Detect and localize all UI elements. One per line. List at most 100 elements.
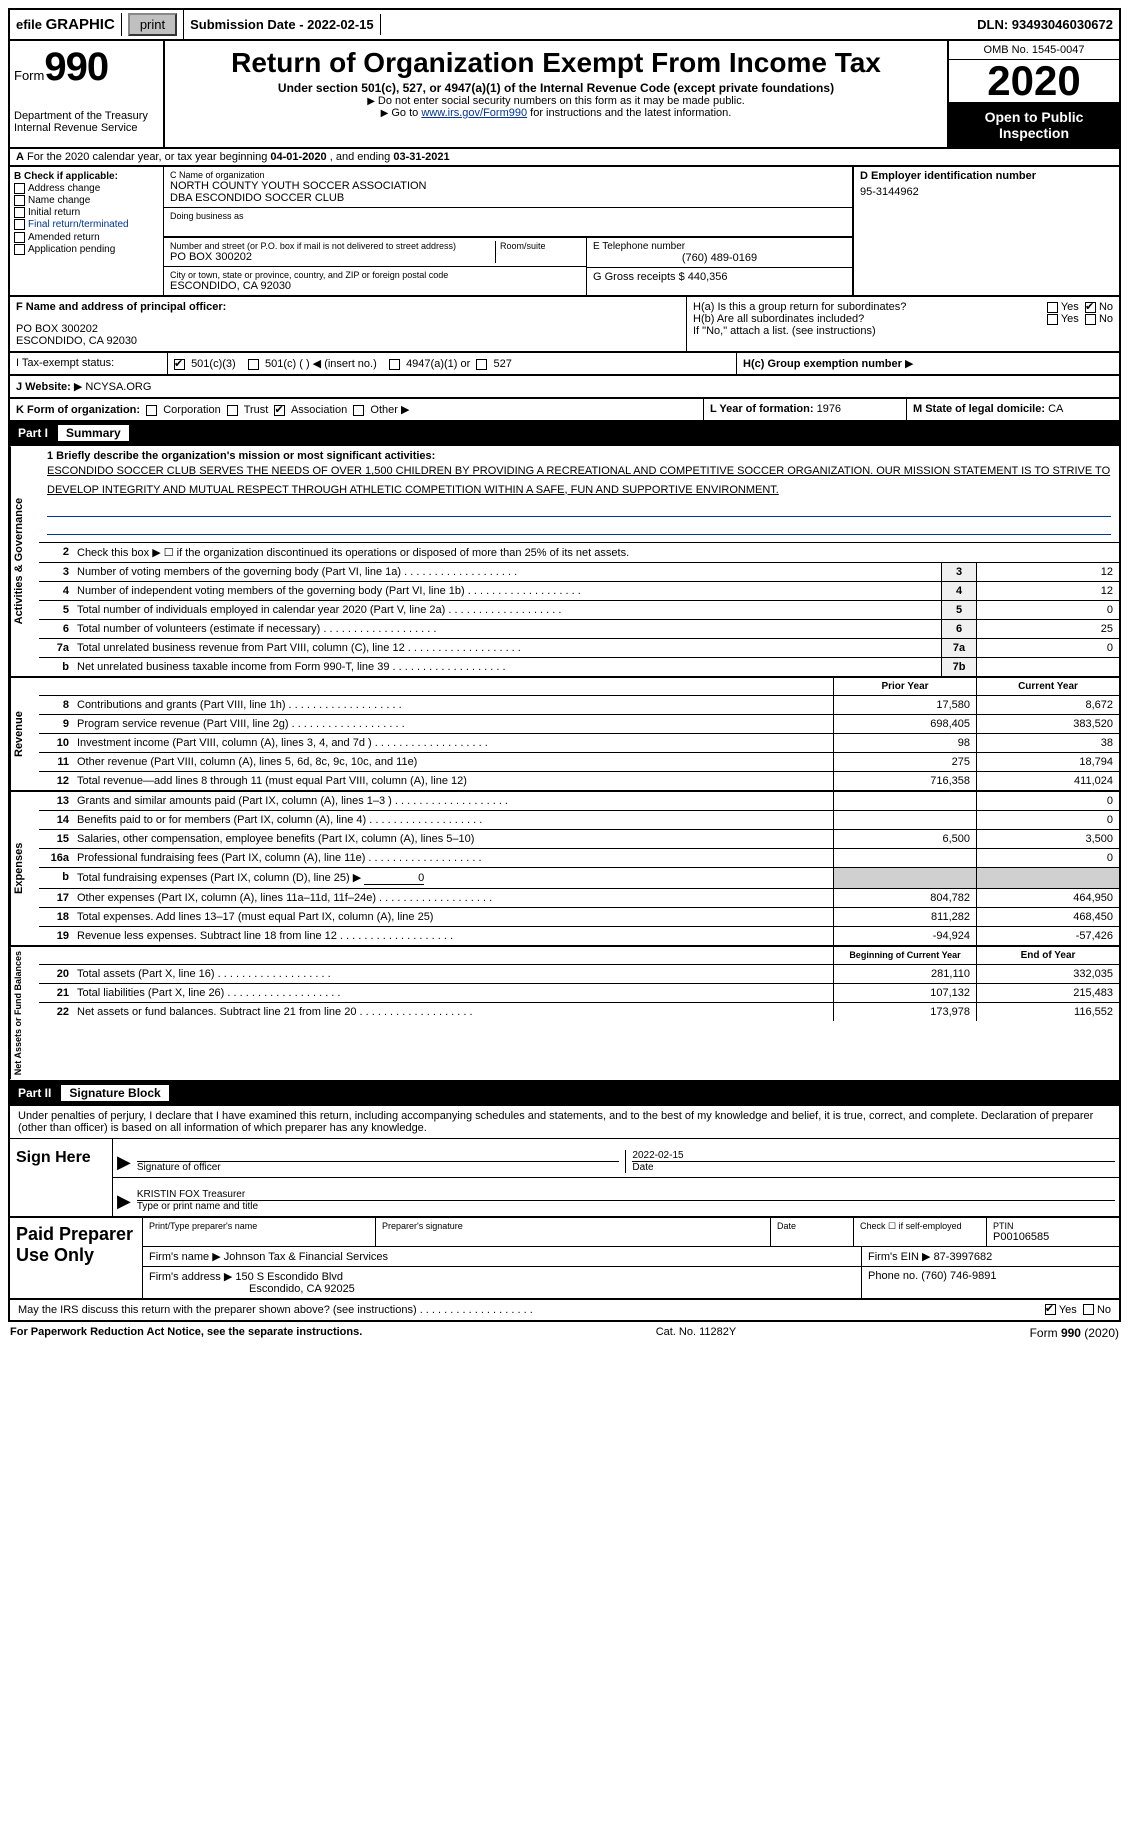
- irs-link[interactable]: www.irs.gov/Form990: [421, 107, 527, 119]
- l8-prior: 17,580: [833, 696, 976, 714]
- k-assoc: Association: [291, 404, 347, 416]
- ha-no: No: [1099, 301, 1113, 313]
- sig-right: ▶ Signature of officer 2022-02-15 Date ▶…: [113, 1139, 1119, 1216]
- may-no-cb[interactable]: [1083, 1304, 1094, 1315]
- l17-desc: Other expenses (Part IX, column (A), lin…: [73, 889, 833, 907]
- top-bar: efile GRAPHIC print Submission Date - 20…: [8, 8, 1121, 41]
- form-word: Form: [14, 68, 44, 83]
- ein-cell: D Employer identification number 95-3144…: [854, 167, 1119, 201]
- cb-addr-label: Address change: [28, 183, 100, 194]
- l9-desc: Program service revenue (Part VIII, line…: [73, 715, 833, 733]
- may-yes: Yes: [1059, 1304, 1077, 1316]
- l18-prior: 811,282: [833, 908, 976, 926]
- addr-right: E Telephone number (760) 489-0169 G Gros…: [587, 238, 852, 295]
- line-16b: b Total fundraising expenses (Part IX, c…: [39, 868, 1119, 889]
- may-yes-cb[interactable]: [1045, 1304, 1056, 1315]
- line-11: 11Other revenue (Part VIII, column (A), …: [39, 753, 1119, 772]
- h-cell: H(a) Is this a group return for subordin…: [687, 297, 1119, 351]
- cb-corp[interactable]: [146, 405, 157, 416]
- ein-label: D Employer identification number: [860, 170, 1036, 182]
- l15-curr: 3,500: [976, 830, 1119, 848]
- line7b-desc: Net unrelated business taxable income fr…: [73, 658, 941, 676]
- cb-527[interactable]: [476, 359, 487, 370]
- form-990-num: 990: [44, 45, 108, 89]
- l13-desc: Grants and similar amounts paid (Part IX…: [73, 792, 833, 810]
- line-22: 22Net assets or fund balances. Subtract …: [39, 1003, 1119, 1021]
- cb-trust[interactable]: [227, 405, 238, 416]
- may-irs-row: May the IRS discuss this return with the…: [8, 1300, 1121, 1322]
- footer-row: For Paperwork Reduction Act Notice, see …: [8, 1322, 1121, 1344]
- l10-curr: 38: [976, 734, 1119, 752]
- ha-yes-cb[interactable]: [1047, 302, 1058, 313]
- l20-curr: 332,035: [976, 965, 1119, 983]
- l19-curr: -57,426: [976, 927, 1119, 945]
- cb-initial[interactable]: Initial return: [14, 207, 159, 218]
- line-16a: 16aProfessional fundraising fees (Part I…: [39, 849, 1119, 868]
- ha-row: H(a) Is this a group return for subordin…: [693, 301, 1113, 313]
- cb-name-change[interactable]: Name change: [14, 195, 159, 206]
- may-irs-q: May the IRS discuss this return with the…: [18, 1304, 1045, 1316]
- prep-date-cell: Date: [771, 1218, 854, 1246]
- prep-phone-cell: Phone no. (760) 746-9891: [862, 1267, 1119, 1298]
- l15-desc: Salaries, other compensation, employee b…: [73, 830, 833, 848]
- footer-formno: Form 990 (2020): [1030, 1326, 1119, 1340]
- part2-header: Part II Signature Block: [8, 1082, 1121, 1106]
- cb-4947[interactable]: [389, 359, 400, 370]
- line-14: 14Benefits paid to or for members (Part …: [39, 811, 1119, 830]
- part1-header: Part I Summary: [8, 422, 1121, 446]
- sign-here-label: Sign Here: [10, 1139, 113, 1216]
- hb-note: If "No," attach a list. (see instruction…: [693, 325, 1113, 337]
- print-button[interactable]: print: [128, 13, 177, 36]
- form-title: Return of Organization Exempt From Incom…: [169, 47, 943, 79]
- cb-501c[interactable]: [248, 359, 259, 370]
- cb-app-pending[interactable]: Application pending: [14, 244, 159, 255]
- exp-body: 13Grants and similar amounts paid (Part …: [39, 792, 1119, 945]
- l12-desc: Total revenue—add lines 8 through 11 (mu…: [73, 772, 833, 790]
- l14-curr: 0: [976, 811, 1119, 829]
- cb-501c3[interactable]: [174, 359, 185, 370]
- block-fh: F Name and address of principal officer:…: [8, 297, 1121, 353]
- cb-amended[interactable]: Amended return: [14, 232, 159, 243]
- cb-final[interactable]: Final return/terminated: [14, 219, 159, 230]
- efile-label: efile GRAPHIC: [10, 13, 122, 36]
- goto-pre: Go to: [381, 107, 422, 119]
- part1-title: Summary: [58, 425, 129, 441]
- line-6: 6Total number of volunteers (estimate if…: [39, 620, 1119, 639]
- officer-addr2: ESCONDIDO, CA 92030: [16, 335, 680, 347]
- hb-yes-cb[interactable]: [1047, 314, 1058, 325]
- l18-curr: 468,450: [976, 908, 1119, 926]
- l21-desc: Total liabilities (Part X, line 26): [73, 984, 833, 1002]
- line5-val: 0: [976, 601, 1119, 619]
- cb-other[interactable]: [353, 405, 364, 416]
- l21-prior: 107,132: [833, 984, 976, 1002]
- l20-prior: 281,110: [833, 965, 976, 983]
- line-21: 21Total liabilities (Part X, line 26) 10…: [39, 984, 1119, 1003]
- l13-curr: 0: [976, 792, 1119, 810]
- prep-ptin-cell: PTIN P00106585: [987, 1218, 1119, 1246]
- part1-num: Part I: [18, 426, 48, 440]
- rowa-mid: , and ending: [330, 151, 394, 163]
- line-20: 20Total assets (Part X, line 16) 281,110…: [39, 965, 1119, 984]
- ha-no-cb[interactable]: [1085, 302, 1096, 313]
- k-label: K Form of organization:: [16, 404, 140, 416]
- hb-no-cb[interactable]: [1085, 314, 1096, 325]
- l16b-desc-wrap: Total fundraising expenses (Part IX, col…: [73, 868, 833, 888]
- f-cell: F Name and address of principal officer:…: [10, 297, 687, 351]
- l-cell: L Year of formation: 1976: [704, 399, 907, 420]
- l16a-desc: Professional fundraising fees (Part IX, …: [73, 849, 833, 867]
- officer-name: KRISTIN FOX Treasurer: [137, 1189, 1115, 1201]
- firm-phone-val: (760) 746-9891: [921, 1270, 996, 1282]
- street-cell: Number and street (or P.O. box if mail i…: [164, 238, 586, 267]
- dept-treasury: Department of the Treasury: [14, 110, 159, 122]
- klm-row: K Form of organization: Corporation Trus…: [8, 399, 1121, 422]
- l17-prior: 804,782: [833, 889, 976, 907]
- c-dba-cell: Doing business as: [164, 208, 852, 237]
- open-public: Open to Public Inspection: [949, 103, 1119, 147]
- ptin-label: PTIN: [993, 1221, 1113, 1231]
- l10-desc: Investment income (Part VIII, column (A)…: [73, 734, 833, 752]
- efile-bold: GRAPHIC: [46, 16, 115, 33]
- gov-block: Activities & Governance 1 Briefly descri…: [8, 446, 1121, 678]
- cb-addr-change[interactable]: Address change: [14, 183, 159, 194]
- cb-assoc[interactable]: [274, 405, 285, 416]
- line2-desc: Check this box ▶ ☐ if the organization d…: [73, 543, 1119, 562]
